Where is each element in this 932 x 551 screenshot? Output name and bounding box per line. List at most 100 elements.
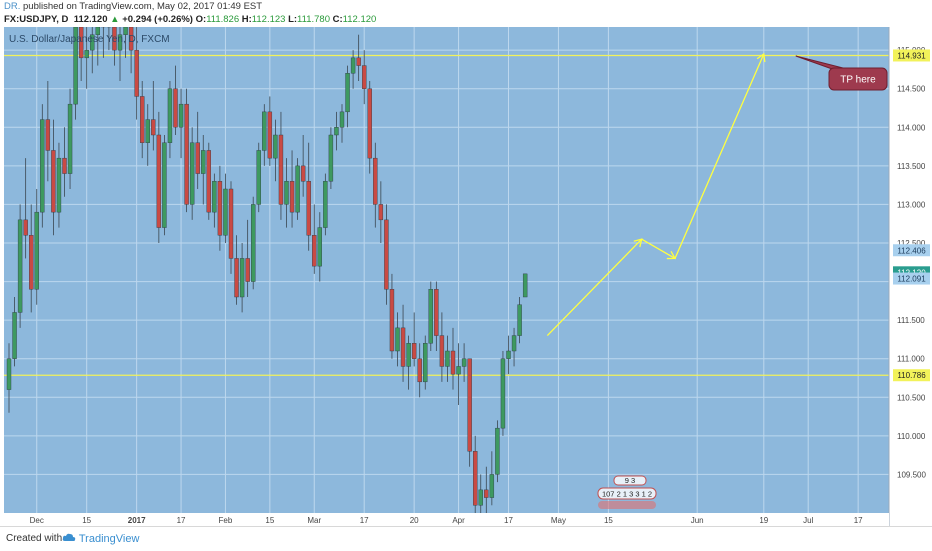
- candle-body: [323, 181, 328, 228]
- published-text: published on TradingView.com, May 02, 20…: [23, 1, 263, 12]
- candle-body: [256, 150, 261, 205]
- chart-title: U.S. Dollar/Japanese Yen, D, FXCM: [9, 34, 170, 45]
- candle-body: [356, 57, 361, 66]
- candle-body: [250, 204, 256, 282]
- chart-grid: [4, 27, 889, 513]
- y-tick-label: 114.000: [897, 123, 926, 132]
- x-tick-label: Feb: [219, 516, 233, 525]
- x-tick-label: 2017: [128, 516, 146, 525]
- y-tick-label: 110.500: [897, 393, 926, 402]
- candle-body: [162, 142, 167, 228]
- horizontal-levels[interactable]: [4, 54, 889, 376]
- candle-body: [456, 366, 461, 375]
- candle-body: [34, 211, 39, 290]
- candle-body: [289, 181, 295, 213]
- open-label: O:: [195, 14, 207, 25]
- x-tick-label: 17: [504, 516, 513, 525]
- price-marker-label: 112.091: [897, 275, 926, 284]
- x-tick-label: 19: [759, 516, 768, 525]
- candle-body: [312, 235, 317, 267]
- candle-body: [417, 358, 422, 383]
- candle-body: [228, 188, 234, 259]
- x-tick-label: Jun: [691, 516, 704, 525]
- candle-body: [467, 358, 472, 452]
- candle-body: [29, 235, 34, 290]
- callout-text: TP here: [840, 75, 876, 86]
- cloud-icon: [62, 533, 76, 541]
- close-label: C:: [332, 14, 343, 25]
- candle-body: [511, 335, 517, 352]
- plot-area[interactable]: [4, 27, 889, 513]
- candle-body: [95, 27, 101, 35]
- candle-body: [273, 134, 278, 159]
- candle-body: [62, 157, 67, 174]
- candle-body: [151, 119, 156, 136]
- candle-body: [78, 27, 84, 59]
- x-tick-label: 20: [410, 516, 419, 525]
- candle-body: [178, 103, 184, 128]
- candle-body: [295, 165, 300, 213]
- x-tick-label: 15: [604, 516, 613, 525]
- candle-body: [217, 181, 223, 236]
- candle-body: [262, 111, 267, 151]
- candle-body: [167, 88, 173, 143]
- low-value: 111.780: [297, 14, 330, 25]
- candle-body: [434, 289, 439, 336]
- projection-path[interactable]: [546, 52, 766, 337]
- candle-body: [506, 350, 511, 359]
- candle-body: [67, 103, 73, 174]
- y-tick-label: 111.500: [897, 316, 925, 325]
- candle-body: [284, 181, 289, 205]
- candle-body: [223, 188, 228, 236]
- arrowhead: [756, 52, 766, 63]
- event-row-top: 9 3: [625, 476, 635, 485]
- candle-body: [411, 343, 417, 359]
- open-value: 111.826: [206, 14, 240, 25]
- candle-body: [90, 34, 95, 51]
- candle-body: [134, 49, 139, 97]
- y-tick-label: 114.500: [897, 85, 926, 94]
- high-value: 112.123: [251, 14, 286, 25]
- candle-body: [328, 134, 334, 182]
- y-tick-label: 109.500: [897, 470, 926, 479]
- candle-body: [267, 111, 273, 159]
- event-row-bottom: 107 2 1 3 3 1 2: [602, 490, 652, 499]
- level-price-label: 110.786: [897, 371, 926, 380]
- candle-body: [51, 150, 56, 213]
- candle-body: [362, 65, 367, 89]
- y-tick-label: 111.000: [897, 355, 925, 364]
- candle-body: [350, 57, 356, 74]
- candles: [6, 27, 528, 526]
- symbol-label: FX:USDJPY, D: [4, 14, 69, 25]
- candle-body: [139, 96, 145, 143]
- event-icons[interactable]: 9 3 107 2 1 3 3 1 2: [597, 475, 657, 509]
- x-tick-label: Jul: [803, 516, 813, 525]
- time-axis[interactable]: [0, 513, 889, 526]
- symbol-info-bar: FX:USDJPY, D 112.120 ▲ +0.294 (+0.26%) O…: [4, 14, 376, 26]
- candle-body: [212, 181, 217, 213]
- last-price: 112.120: [73, 14, 108, 25]
- candle-body: [317, 227, 322, 267]
- candle-body: [423, 343, 428, 383]
- tp-callout[interactable]: TP here: [795, 55, 888, 91]
- publish-info: DR. published on TradingView.com, May 02…: [4, 1, 262, 14]
- candle-body: [495, 427, 500, 475]
- high-label: H:: [241, 14, 252, 25]
- level-price-tag: [893, 49, 930, 62]
- candle-body: [345, 73, 350, 113]
- price-chart[interactable]: U.S. Dollar/Japanese Yen, D, FXCM TP her…: [0, 27, 932, 526]
- candle-body: [500, 358, 506, 429]
- candle-body: [156, 134, 162, 228]
- x-tick-label: May: [551, 516, 566, 525]
- candle-body: [173, 88, 178, 128]
- footer: Created with TradingView: [0, 526, 932, 551]
- price-marker-label: 112.406: [897, 246, 926, 255]
- candle-body: [184, 103, 189, 205]
- x-tick-label: Mar: [307, 516, 321, 525]
- candle-body: [12, 312, 17, 359]
- candle-body: [195, 142, 200, 174]
- tradingview-logo[interactable]: TradingView: [62, 532, 139, 545]
- author-name[interactable]: DR.: [4, 1, 21, 12]
- candle-body: [201, 150, 206, 174]
- candle-body: [489, 474, 495, 498]
